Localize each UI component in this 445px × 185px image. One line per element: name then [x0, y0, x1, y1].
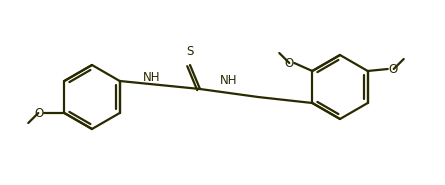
Text: NH: NH: [220, 74, 238, 87]
Text: S: S: [186, 45, 194, 58]
Text: NH: NH: [143, 71, 161, 84]
Text: O: O: [34, 107, 43, 120]
Text: O: O: [389, 63, 398, 75]
Text: O: O: [284, 56, 293, 70]
